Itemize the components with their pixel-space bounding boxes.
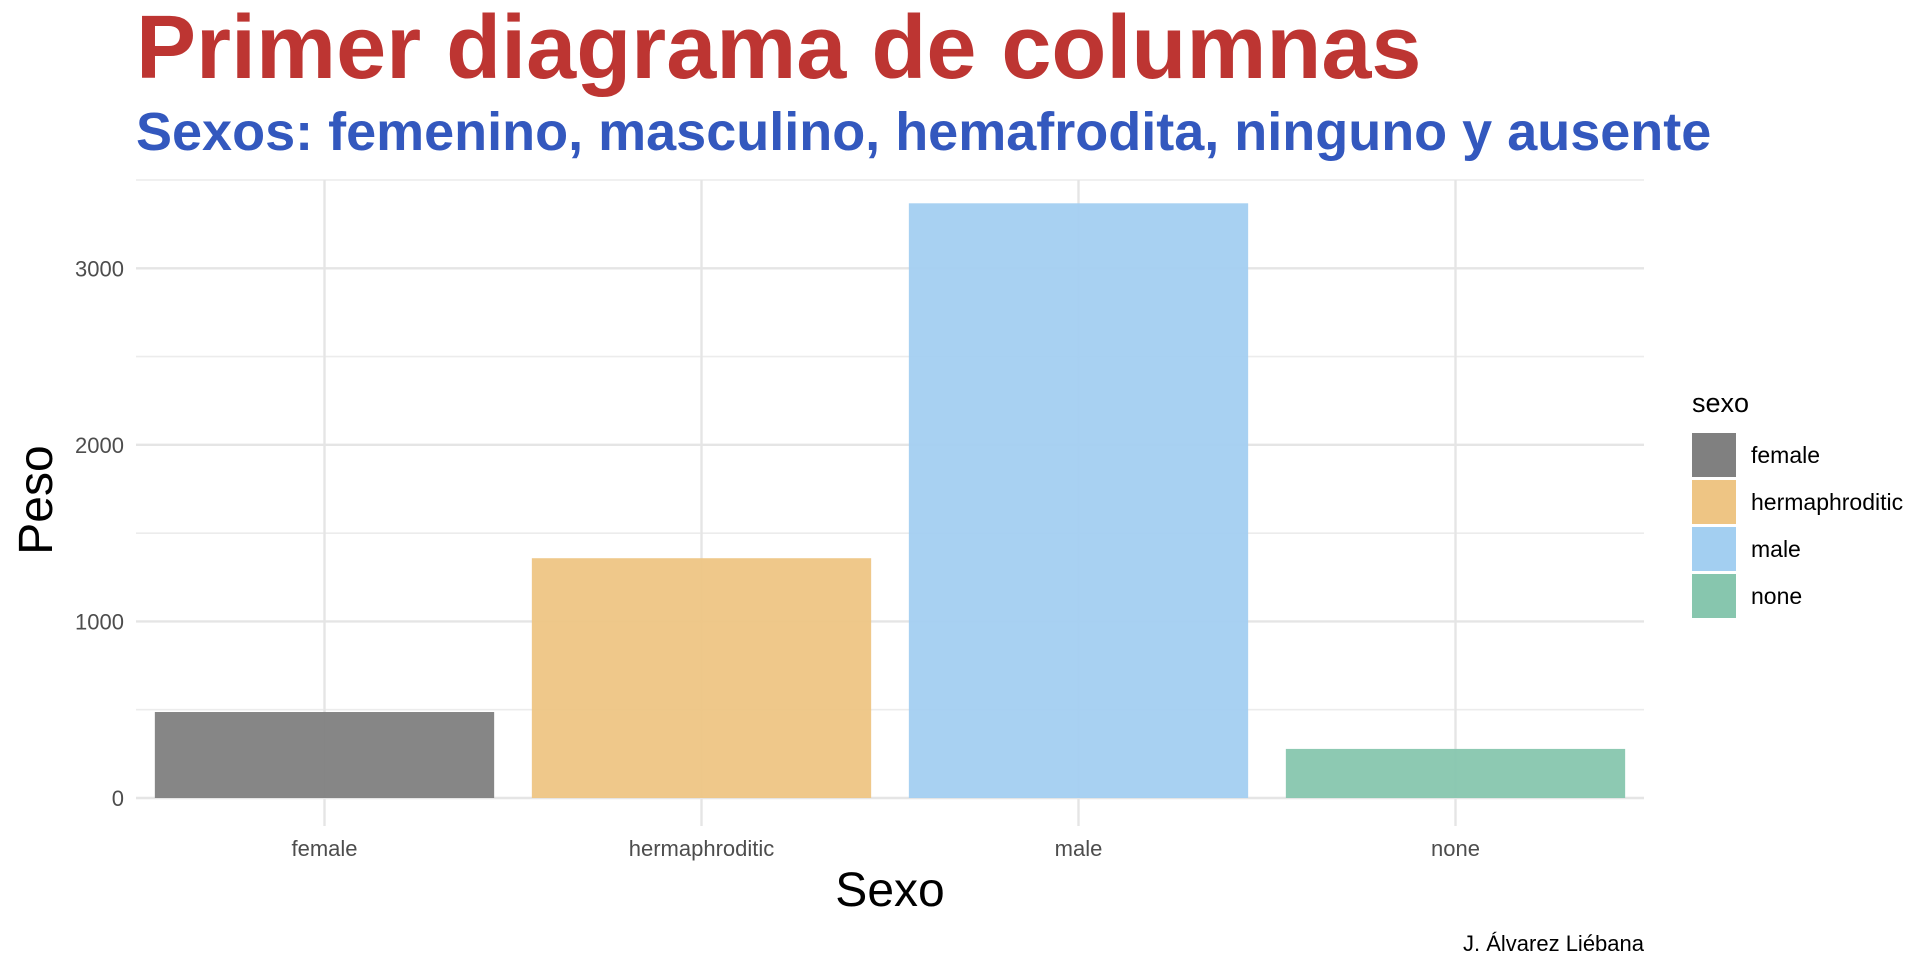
y-axis-title: Peso xyxy=(10,445,63,554)
chart-title: Primer diagrama de columnas xyxy=(136,0,1422,98)
legend-label: male xyxy=(1751,536,1801,562)
x-tick-label: none xyxy=(1431,836,1480,861)
y-axis-ticks: 0 1000 2000 3000 xyxy=(75,256,124,811)
bar-none[interactable] xyxy=(1285,748,1626,798)
legend-key-female xyxy=(1692,433,1736,477)
bar-male[interactable] xyxy=(908,203,1249,798)
y-tick-label: 1000 xyxy=(75,609,124,634)
legend-label: hermaphroditic xyxy=(1751,489,1903,515)
x-axis-ticks: female hermaphroditic male none xyxy=(291,836,1480,861)
legend-label: none xyxy=(1751,583,1802,609)
chart-subtitle: Sexos: femenino, masculino, hemafrodita,… xyxy=(136,102,1711,162)
legend-title: sexo xyxy=(1692,388,1749,418)
legend-key-hermaphroditic xyxy=(1692,480,1736,524)
x-axis-title: Sexo xyxy=(835,864,944,917)
x-tick-label: male xyxy=(1055,836,1103,861)
legend-key-none xyxy=(1692,574,1736,618)
y-tick-label: 2000 xyxy=(75,433,124,458)
y-tick-label: 3000 xyxy=(75,256,124,281)
bar-female[interactable] xyxy=(154,712,495,798)
bar-layer xyxy=(154,203,1626,798)
bar-hermaphroditic[interactable] xyxy=(531,558,872,798)
x-tick-label: hermaphroditic xyxy=(629,836,775,861)
chart-caption: J. Álvarez Liébana xyxy=(1463,931,1645,956)
legend: sexo female hermaphroditic male none xyxy=(1692,388,1903,618)
x-tick-label: female xyxy=(291,836,357,861)
y-tick-label: 0 xyxy=(112,786,124,811)
legend-label: female xyxy=(1751,442,1820,468)
legend-key-male xyxy=(1692,527,1736,571)
